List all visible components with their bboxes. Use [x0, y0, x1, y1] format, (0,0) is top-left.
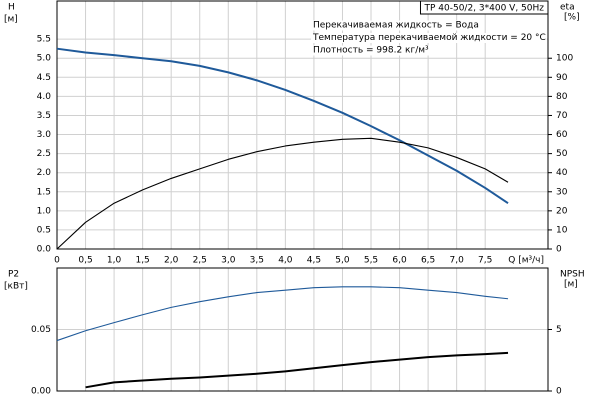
y2-tick-label: 60	[556, 130, 568, 140]
y-tick-label: 2.0	[37, 168, 52, 178]
x-tick-label: 2,0	[164, 256, 179, 266]
x-tick-label: 4,0	[278, 256, 293, 266]
y2-tick-label: 70	[556, 111, 568, 121]
curve	[85, 351, 509, 389]
y2-tick-label: 50	[556, 149, 568, 159]
y2-axis-unit: [м]	[564, 280, 578, 290]
y2-tick-label: 0	[556, 245, 562, 255]
y2-tick-label: 20	[556, 206, 568, 216]
y-tick-label: 1.5	[37, 187, 51, 197]
x-tick-label: 3,5	[250, 256, 264, 266]
y-tick-label: 3.0	[37, 130, 52, 140]
x-tick-label: 2,5	[193, 256, 207, 266]
chart-title: TP 40-50/2, 3*400 V, 50Hz	[423, 4, 544, 14]
y-tick-label: 5.5	[37, 35, 51, 45]
y2-tick-label: 10	[556, 225, 568, 235]
x-tick-label: 0,5	[78, 256, 92, 266]
x-tick-label: 5,0	[335, 256, 350, 266]
x-tick-label: 4,5	[307, 256, 321, 266]
y2-tick-label: 0	[556, 387, 562, 397]
y-tick-label: 1.0	[37, 206, 52, 216]
y-axis-label: P2	[8, 270, 19, 280]
annotation: Плотность = 998.2 кг/м³	[313, 46, 429, 56]
y-axis-label: H	[8, 3, 15, 13]
y-tick-label: 0.0	[37, 245, 52, 255]
curve	[56, 47, 509, 205]
y2-axis-label: eta	[560, 3, 575, 13]
y-tick-label: 3.5	[37, 111, 51, 121]
y2-axis-label: NPSH	[560, 270, 585, 280]
curve	[56, 137, 509, 250]
y2-tick-label: 5	[556, 325, 562, 335]
x-tick-label: 7,0	[449, 256, 464, 266]
y2-tick-label: 30	[556, 187, 568, 197]
annotation-bg	[312, 45, 431, 56]
y-tick-label: 4.5	[37, 73, 51, 83]
y-tick-label: 5.0	[37, 54, 52, 64]
x-tick-label: 6,0	[392, 256, 407, 266]
x-tick-label: 1,0	[107, 256, 122, 266]
x-tick-label: 0	[54, 256, 60, 266]
y-tick-label: 4.0	[37, 92, 52, 102]
y2-tick-label: 40	[556, 168, 568, 178]
y2-tick-label: 100	[556, 54, 573, 64]
x-axis-label: Q [м³/ч]	[508, 256, 544, 266]
x-tick-label: 3,0	[221, 256, 236, 266]
plot-frame	[56, 267, 549, 392]
annotation: Температура перекачиваемой жидкости = 20…	[312, 33, 546, 43]
annotation: Перекачиваемая жидкость = Вода	[313, 21, 479, 31]
y-tick-label: 0.05	[31, 325, 51, 335]
y-axis-unit: [кВт]	[4, 282, 28, 292]
y2-tick-label: 90	[556, 73, 568, 83]
y-tick-label: 0.00	[31, 387, 51, 397]
title-box	[419, 0, 549, 15]
y-tick-label: 2.5	[37, 149, 51, 159]
plot-frame	[56, 0, 549, 250]
curve	[56, 286, 509, 342]
annotation-bg	[311, 33, 547, 43]
x-tick-label: 7,5	[478, 256, 492, 266]
y2-tick-label: 80	[556, 92, 568, 102]
x-tick-label: 1,5	[135, 256, 149, 266]
y-tick-label: 0.5	[37, 225, 51, 235]
x-tick-label: 5,5	[364, 256, 378, 266]
y2-axis-unit: [%]	[564, 13, 580, 23]
y-axis-unit: [м]	[4, 15, 18, 25]
x-tick-label: 6,5	[421, 256, 435, 266]
annotation-bg	[312, 20, 480, 31]
